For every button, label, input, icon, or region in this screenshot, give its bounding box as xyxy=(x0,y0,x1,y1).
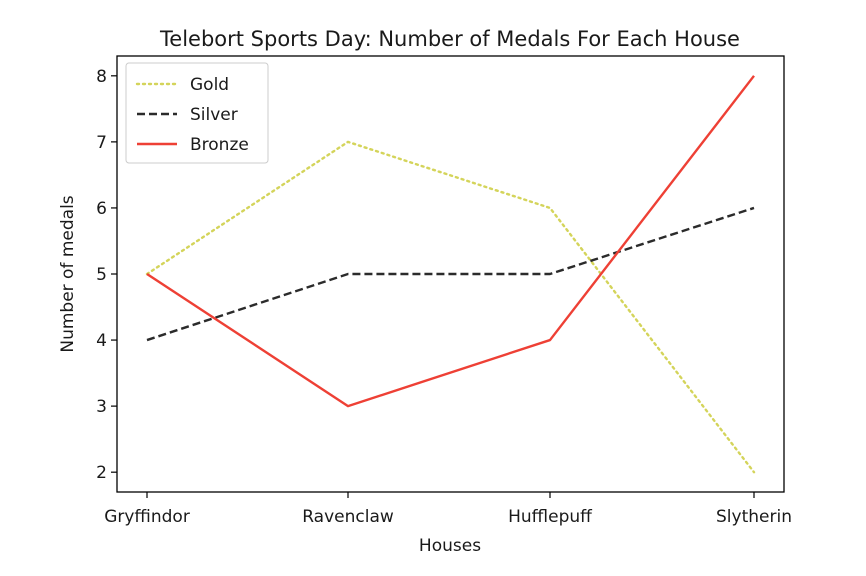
x-axis-label: Houses xyxy=(419,536,481,556)
y-tick-label: 8 xyxy=(96,67,107,87)
x-tick-label: Slytherin xyxy=(716,507,792,527)
y-tick-label: 7 xyxy=(96,133,107,153)
legend-box xyxy=(125,62,269,164)
x-tick-label: Ravenclaw xyxy=(302,507,394,527)
y-axis-ticks: 2 3 4 5 6 7 8 xyxy=(96,67,117,483)
x-tick-label: Hufflepuff xyxy=(508,507,593,527)
series-lines xyxy=(145,75,756,474)
legend-label-silver: Silver xyxy=(190,105,238,125)
x-axis-ticks: Gryffindor Ravenclaw Hufflepuff Slytherin xyxy=(104,492,792,527)
y-tick-label: 2 xyxy=(96,463,107,483)
y-tick-label: 5 xyxy=(96,265,107,285)
chart-title: Telebort Sports Day: Number of Medals Fo… xyxy=(159,27,740,51)
series-line-silver xyxy=(146,206,755,342)
legend: Gold Silver Bronze xyxy=(125,62,269,164)
legend-label-gold: Gold xyxy=(190,75,229,95)
y-tick-label: 4 xyxy=(96,331,107,351)
y-axis-label: Number of medals xyxy=(58,195,78,352)
x-tick-label: Gryffindor xyxy=(104,507,190,527)
legend-label-bronze: Bronze xyxy=(190,135,249,155)
y-tick-label: 3 xyxy=(96,397,107,417)
series-line-gold xyxy=(145,140,756,474)
series-line-bronze xyxy=(146,75,755,408)
y-tick-label: 6 xyxy=(96,199,107,219)
